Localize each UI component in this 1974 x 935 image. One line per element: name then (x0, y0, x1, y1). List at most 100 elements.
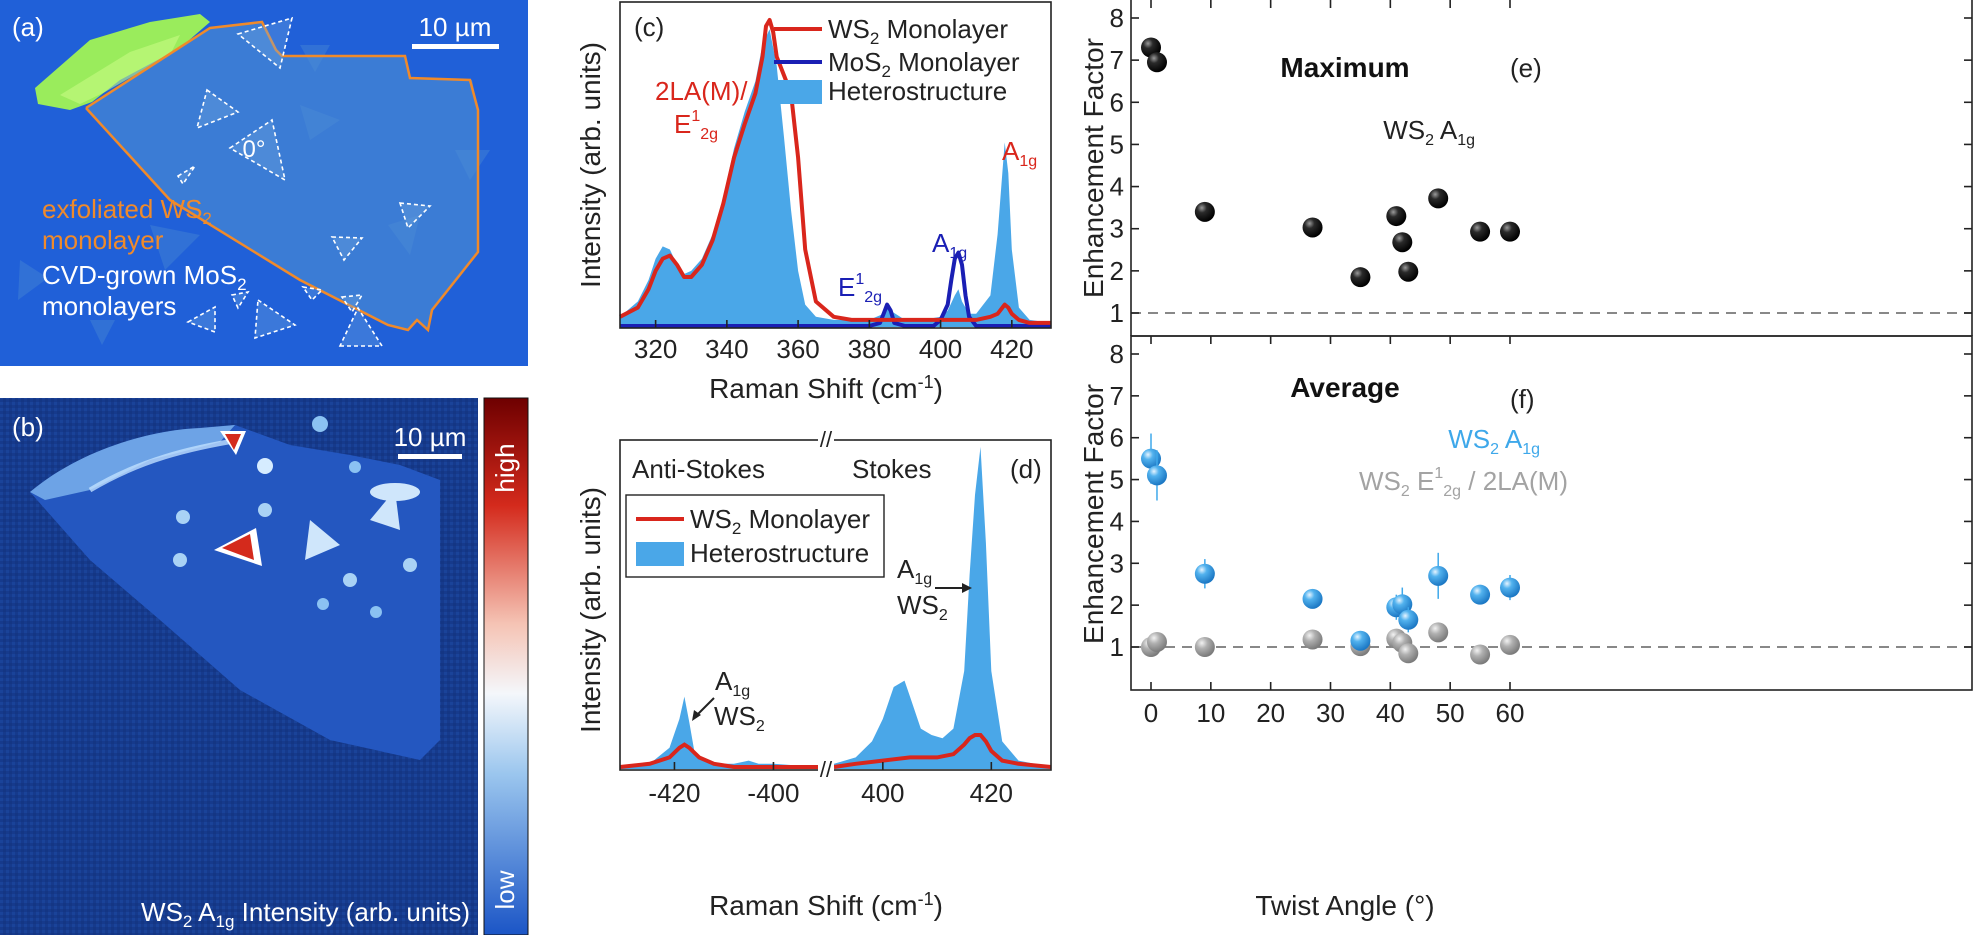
x-tick-label: 380 (848, 334, 891, 364)
mos2-triangle (340, 294, 364, 314)
plot-frame (619, 439, 1052, 771)
colorbar (483, 397, 529, 935)
x-axis-label: Raman Shift (cm-1) (709, 889, 943, 921)
y-tick-label: 5 (1110, 465, 1124, 495)
data-point (1146, 465, 1167, 486)
data-point (1500, 634, 1520, 655)
mos2-triangle (330, 236, 364, 262)
y-tick-label: 7 (1110, 45, 1124, 75)
plot-area (1131, 37, 1972, 314)
map-flake-region (30, 425, 440, 760)
annotation-ws2-stokes: WS2 (897, 590, 948, 624)
y-tick-label: 7 (1110, 381, 1124, 411)
scale-bar-label: 10 µm (394, 422, 467, 452)
plot-area (1131, 433, 1972, 665)
mos2-triangle (236, 16, 294, 70)
y-tick-label: 3 (1110, 548, 1124, 578)
x-axis-label: Raman Shift (cm-1) (709, 372, 943, 404)
y-tick-label: 3 (1110, 214, 1124, 244)
annotation-arrow (695, 697, 715, 717)
legend: WS2 Monolayer MoS2 Monolayer Heterostruc… (774, 14, 1020, 106)
y-tick-label: 6 (1110, 423, 1124, 453)
data-point (1302, 588, 1323, 609)
plot-frame (1130, 335, 1973, 691)
y-ticks: 1 2 3 4 5 6 7 8 (1110, 3, 1972, 328)
data-point (1392, 232, 1413, 253)
series-heterostructure-antistokes (620, 696, 818, 769)
x-tick-label: 400 (919, 334, 962, 364)
y-axis-label: Intensity (arb. units) (575, 487, 606, 733)
data-point (1350, 630, 1371, 651)
y-axis-label: Enhancement Factor (1078, 38, 1109, 298)
ws2-annotation: exfoliated WS2 (42, 194, 212, 228)
y-tick-label: 6 (1110, 87, 1124, 117)
plot-area (619, 446, 1052, 769)
x-tick-label: 20 (1256, 698, 1285, 728)
map-caption: WS2 A1g Intensity (arb. units) (141, 897, 470, 931)
colorbar-low-label: low (490, 870, 520, 909)
mos2-triangle (301, 285, 324, 302)
legend-swatch-heterostructure (636, 542, 684, 566)
axis-break-marks: // // (818, 427, 834, 782)
legend-label-ws2: WS2 Monolayer (828, 14, 1008, 48)
panel-label-f: (f) (1510, 384, 1535, 414)
data-point (1146, 52, 1167, 73)
panel-e-maximum-enhancement: 1 2 3 4 5 6 7 8 Maximum (e) WS2 A1g Enhancement… (1078, 0, 1973, 337)
ws2-annotation-line2: monolayer (42, 225, 164, 255)
series-ws2-antistokes (619, 742, 818, 769)
panel-label-c: (c) (634, 12, 664, 42)
x-tick-label: 10 (1196, 698, 1225, 728)
y-tick-label: 2 (1110, 256, 1124, 286)
data-point (1302, 629, 1323, 650)
data-point (1398, 609, 1419, 630)
arrow-head (962, 583, 972, 593)
y-tick-label: 2 (1110, 590, 1124, 620)
arrow-head (692, 710, 701, 721)
scale-bar-label: 10 µm (419, 12, 492, 42)
annotation-a1g-stokes: A1g (897, 554, 932, 588)
scale-bar (398, 454, 462, 459)
data-point (1428, 188, 1449, 209)
data-point (1386, 206, 1407, 227)
series-heterostructure-fill (620, 29, 1051, 327)
mos2-triangle (230, 290, 250, 310)
mos2-annotation: CVD-grown MoS2 (42, 260, 247, 294)
panel-title-average: Average (1290, 372, 1399, 403)
legend-label-ws2: WS2 Monolayer (690, 504, 870, 538)
series-ws2-stokes (833, 733, 1052, 769)
panel-title-maximum: Maximum (1280, 52, 1409, 83)
mos2-triangle (254, 298, 297, 340)
data-point (1500, 577, 1520, 598)
mos2-annotation-line2: monolayers (42, 291, 176, 321)
annotation-ws2-antistokes: WS2 (714, 701, 765, 735)
axis-break-top: // (820, 427, 833, 452)
data-point (1146, 631, 1167, 652)
mos2-triangle-0deg (228, 118, 287, 182)
y-tick-label: 1 (1110, 298, 1124, 328)
x-ticks: 320 340 360 380 400 420 (634, 320, 1034, 364)
annotation-a1g-antistokes: A1g (715, 666, 750, 700)
data-point (1398, 643, 1419, 664)
x-tick-label: 0 (1144, 698, 1158, 728)
legend-swatch-heterostructure (774, 80, 822, 104)
mos2-triangle (195, 88, 240, 130)
panel-label-e: (e) (1510, 53, 1542, 83)
annotation-2la: 2LA(M)/ (655, 76, 748, 106)
ws2-flake-fill (86, 22, 478, 330)
data-point (1398, 261, 1419, 282)
x-tick-label: 60 (1496, 698, 1525, 728)
panel-d-stokes-antistokes: // // -420 -400 400 420 (d) Anti-Stokes Sto… (575, 427, 1052, 921)
series-label-ws2-a1g: WS2 A1g (1383, 115, 1475, 149)
x-tick-label: 400 (861, 778, 904, 808)
y-tick-label: 4 (1110, 506, 1124, 536)
data-point (1428, 622, 1449, 643)
x-tick-label: 360 (776, 334, 819, 364)
mos2-triangle (176, 165, 196, 186)
plot-frame (619, 1, 1052, 329)
x-tick-label: 320 (634, 334, 677, 364)
x-tick-label: 40 (1376, 698, 1405, 728)
y-tick-label: 4 (1110, 172, 1124, 202)
data-point (1194, 201, 1215, 222)
panel-f-average-enhancement: 1 2 3 4 5 6 7 8 0 10 20 30 40 50 60 Average (f) WS2 A… (1078, 0, 1973, 921)
